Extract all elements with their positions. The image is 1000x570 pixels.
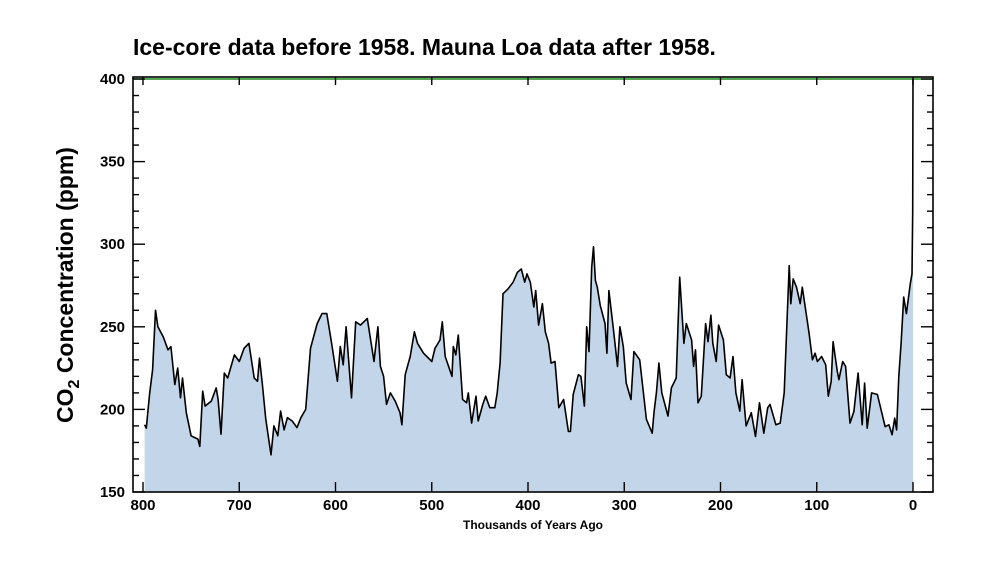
x-tick-label: 800 <box>130 497 155 514</box>
y-tick-label: 150 <box>100 484 125 501</box>
y-tick-label: 200 <box>100 401 125 418</box>
y-tick-label: 300 <box>100 236 125 253</box>
y-tick-label: 250 <box>100 319 125 336</box>
x-tick-label: 700 <box>227 497 252 514</box>
x-tick-label: 400 <box>515 497 540 514</box>
co2-area-fill <box>144 79 914 492</box>
chart-title: Ice-core data before 1958. Mauna Loa dat… <box>133 34 716 60</box>
x-axis-label: Thousands of Years Ago <box>462 518 604 532</box>
co2-series-line <box>143 78 914 456</box>
x-tick-label: 500 <box>419 497 444 514</box>
y-tick-label: 350 <box>100 154 125 171</box>
x-tick-label: 600 <box>323 497 348 514</box>
x-tick-label: 100 <box>804 497 829 514</box>
x-tick-label: 0 <box>909 497 917 514</box>
plot-frame <box>132 76 934 493</box>
y-tick-label: 400 <box>100 71 125 88</box>
x-tick-label: 200 <box>708 497 733 514</box>
x-tick-label: 300 <box>612 497 637 514</box>
